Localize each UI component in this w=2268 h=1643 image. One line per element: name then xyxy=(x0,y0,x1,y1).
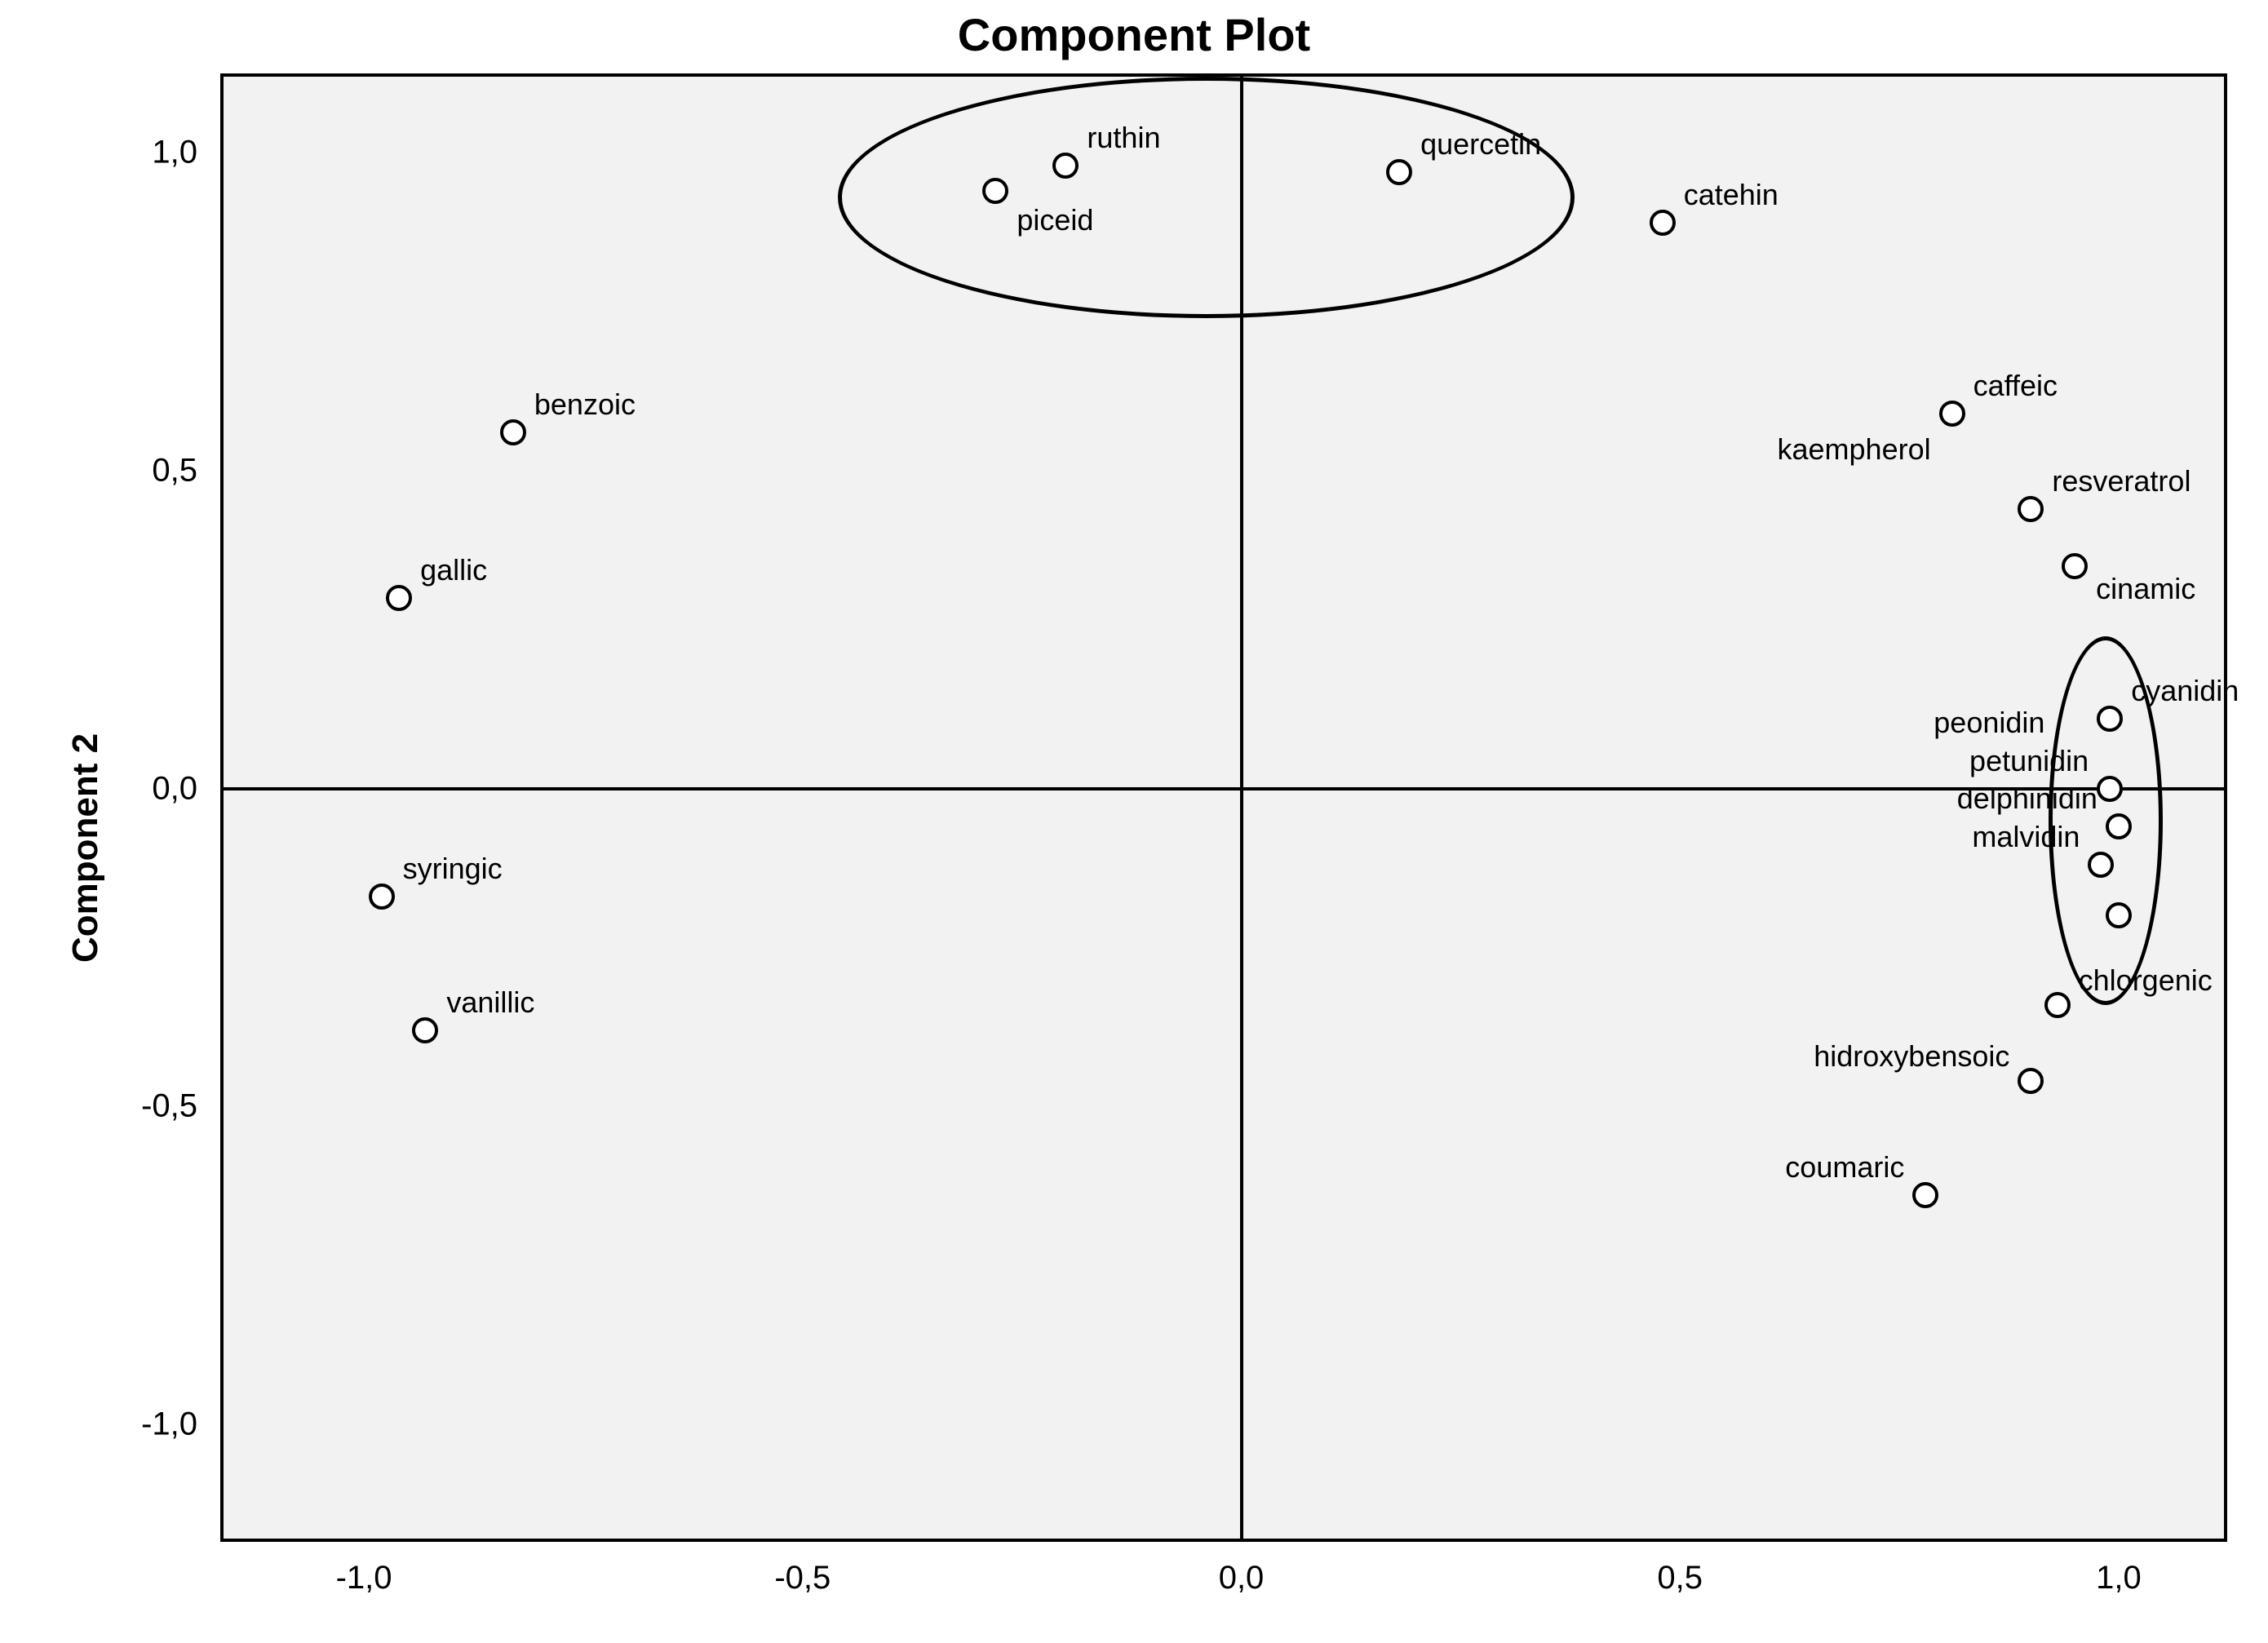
data-point xyxy=(2097,776,2123,802)
y-axis-label: Component 2 xyxy=(65,733,106,963)
y-tick-label: 0,0 xyxy=(152,770,197,807)
data-point xyxy=(982,178,1008,204)
zero-line-horizontal xyxy=(224,787,2224,790)
data-point xyxy=(2044,992,2071,1018)
data-point-label: catehin xyxy=(1684,178,1779,212)
data-point xyxy=(369,884,395,910)
data-point xyxy=(2106,902,2132,928)
data-point-label: petunidin xyxy=(1969,744,2089,778)
y-tick-label: -0,5 xyxy=(141,1088,197,1125)
data-point xyxy=(386,585,412,611)
data-point-label: syringic xyxy=(403,852,503,886)
data-point-label: coumaric xyxy=(1785,1150,1904,1185)
data-point-label: cinamic xyxy=(2096,572,2195,606)
data-point xyxy=(1650,210,1676,236)
data-point-label: resveratrol xyxy=(2052,464,2190,498)
cluster-ellipse xyxy=(838,77,1575,318)
y-tick-label: 1,0 xyxy=(152,135,197,171)
data-point xyxy=(2106,813,2132,839)
chart-title: Component Plot xyxy=(0,8,2268,61)
data-point xyxy=(500,419,526,445)
data-point-label: benzoic xyxy=(534,388,636,422)
data-point xyxy=(2018,496,2044,522)
data-point xyxy=(1939,401,1965,427)
data-point xyxy=(1052,153,1079,179)
x-tick-label: -1,0 xyxy=(336,1560,392,1596)
x-tick-label: 0,0 xyxy=(1219,1560,1265,1596)
data-point xyxy=(2097,706,2123,732)
data-point-label: quercetin xyxy=(1420,127,1541,162)
component-plot-chart: Component Plot Component 2 ruthin piceid q… xyxy=(0,0,2268,1643)
data-point xyxy=(1912,1182,1938,1208)
data-point-label: hidroxybensoic xyxy=(1814,1039,2009,1074)
x-tick-label: 1,0 xyxy=(2096,1560,2142,1596)
data-point-label: kaempherol xyxy=(1778,432,1931,467)
data-point-label: caffeic xyxy=(1973,369,2058,403)
plot-area: ruthin piceid quercetin catehin benzoic galli… xyxy=(220,73,2227,1542)
data-point-label: malvidin xyxy=(1972,820,2080,854)
y-tick-label: 0,5 xyxy=(152,453,197,489)
data-point xyxy=(2088,852,2114,878)
data-point xyxy=(2062,553,2088,579)
data-point xyxy=(1386,159,1412,185)
data-point-label: chlorgenic xyxy=(2079,963,2213,998)
data-point-label: piceid xyxy=(1017,203,1093,237)
x-tick-label: 0,5 xyxy=(1657,1560,1703,1596)
data-point-label: ruthin xyxy=(1087,121,1160,155)
y-tick-label: -1,0 xyxy=(141,1406,197,1442)
data-point xyxy=(2018,1068,2044,1094)
data-point xyxy=(412,1017,438,1043)
data-point-label: delphinidin xyxy=(1957,782,2097,816)
data-point-label: vanillic xyxy=(446,985,534,1020)
data-point-label: cyanidin xyxy=(2131,674,2239,708)
data-point-label: peonidin xyxy=(1934,706,2044,740)
data-point-label: gallic xyxy=(420,553,487,587)
x-tick-label: -0,5 xyxy=(774,1560,831,1596)
